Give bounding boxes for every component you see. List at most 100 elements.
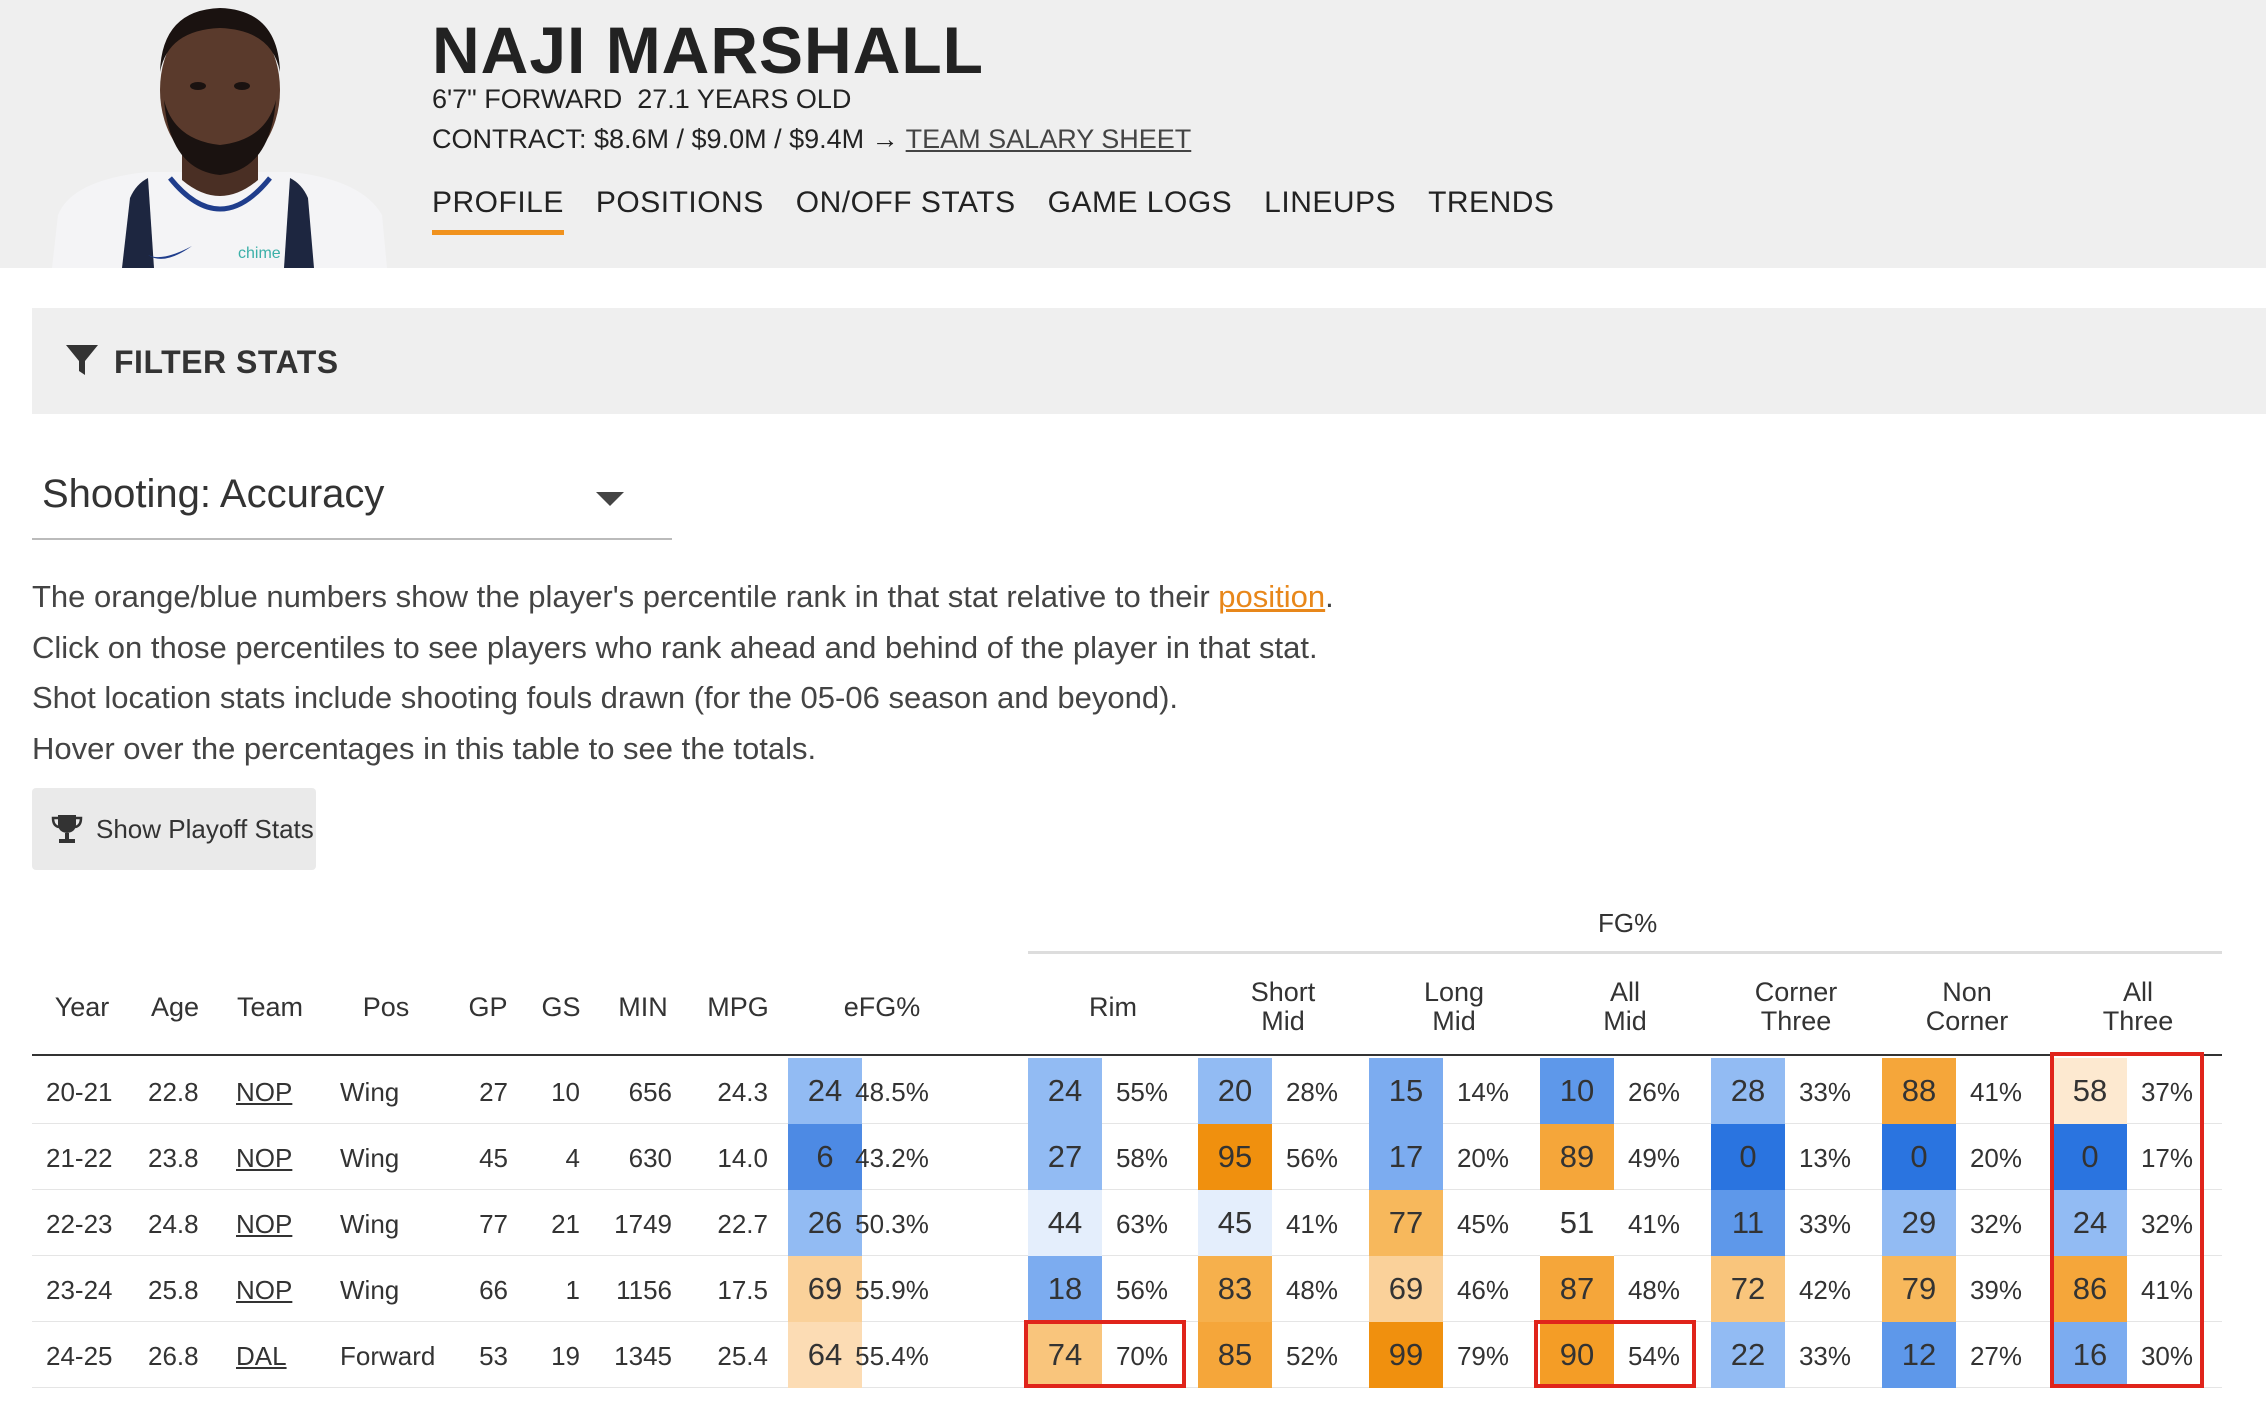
percentile-rim[interactable]: 74	[1028, 1322, 1102, 1388]
header-pos[interactable]: Pos	[362, 992, 410, 1022]
value-efg[interactable]: 43.2%	[855, 1143, 929, 1173]
value-all-three[interactable]: 41%	[2140, 1275, 2194, 1305]
percentile-all-three[interactable]: 58	[2053, 1058, 2127, 1124]
percentile-rim[interactable]: 18	[1028, 1256, 1102, 1322]
percentile-all-three[interactable]: 0	[2053, 1124, 2127, 1190]
value-non-corner[interactable]: 32%	[1969, 1209, 2023, 1239]
value-all-mid[interactable]: 54%	[1627, 1341, 1681, 1371]
percentile-efg[interactable]: 6	[788, 1124, 862, 1190]
tab-lineups[interactable]: LINEUPS	[1264, 186, 1397, 219]
header-min[interactable]: MIN	[618, 992, 668, 1022]
value-short-mid[interactable]: 28%	[1285, 1077, 1339, 1107]
value-rim[interactable]: 55%	[1115, 1077, 1169, 1107]
header-mpg[interactable]: MPG	[707, 992, 769, 1022]
value-all-three[interactable]: 30%	[2140, 1341, 2194, 1371]
percentile-non-corner[interactable]: 88	[1882, 1058, 1956, 1124]
tab-on-off-stats[interactable]: ON/OFF STATS	[795, 186, 1016, 219]
value-all-mid[interactable]: 41%	[1627, 1209, 1681, 1239]
percentile-long-mid[interactable]: 17	[1369, 1124, 1443, 1190]
header-short-mid[interactable]: Short Mid	[1198, 978, 1368, 1036]
header-team[interactable]: Team	[236, 992, 304, 1022]
percentile-all-three[interactable]: 16	[2053, 1322, 2127, 1388]
header-gs[interactable]: GS	[541, 992, 581, 1022]
percentile-all-three[interactable]: 24	[2053, 1190, 2127, 1256]
filter-stats-bar[interactable]: FILTER STATS	[32, 308, 2266, 414]
percentile-corner-three[interactable]: 28	[1711, 1058, 1785, 1124]
percentile-long-mid[interactable]: 69	[1369, 1256, 1443, 1322]
percentile-long-mid[interactable]: 77	[1369, 1190, 1443, 1256]
percentile-rim[interactable]: 44	[1028, 1190, 1102, 1256]
percentile-all-three[interactable]: 86	[2053, 1256, 2127, 1322]
percentile-all-mid[interactable]: 51	[1540, 1190, 1614, 1256]
percentile-corner-three[interactable]: 11	[1711, 1190, 1785, 1256]
percentile-short-mid[interactable]: 45	[1198, 1190, 1272, 1256]
header-age[interactable]: Age	[150, 992, 200, 1022]
percentile-non-corner[interactable]: 79	[1882, 1256, 1956, 1322]
value-long-mid[interactable]: 46%	[1456, 1275, 1510, 1305]
cell-team[interactable]: NOP	[236, 1275, 293, 1305]
tab-positions[interactable]: POSITIONS	[595, 186, 764, 219]
percentile-efg[interactable]: 24	[788, 1058, 862, 1124]
value-long-mid[interactable]: 20%	[1456, 1143, 1510, 1173]
value-corner-three[interactable]: 33%	[1798, 1077, 1852, 1107]
header-year[interactable]: Year	[54, 992, 110, 1022]
percentile-non-corner[interactable]: 0	[1882, 1124, 1956, 1190]
cell-team[interactable]: NOP	[236, 1143, 293, 1173]
percentile-non-corner[interactable]: 29	[1882, 1190, 1956, 1256]
percentile-short-mid[interactable]: 83	[1198, 1256, 1272, 1322]
value-rim[interactable]: 63%	[1115, 1209, 1169, 1239]
value-non-corner[interactable]: 41%	[1969, 1077, 2023, 1107]
tab-profile[interactable]: PROFILE	[432, 186, 564, 235]
percentile-all-mid[interactable]: 90	[1540, 1322, 1614, 1388]
tab-game-logs[interactable]: GAME LOGS	[1047, 186, 1233, 219]
value-efg[interactable]: 55.4%	[855, 1341, 929, 1371]
header-gp[interactable]: GP	[468, 992, 508, 1022]
percentile-corner-three[interactable]: 72	[1711, 1256, 1785, 1322]
value-all-mid[interactable]: 49%	[1627, 1143, 1681, 1173]
percentile-efg[interactable]: 26	[788, 1190, 862, 1256]
value-corner-three[interactable]: 33%	[1798, 1209, 1852, 1239]
team-salary-sheet-link[interactable]: TEAM SALARY SHEET	[905, 124, 1192, 154]
header-long-mid[interactable]: Long Mid	[1369, 978, 1539, 1036]
percentile-all-mid[interactable]: 10	[1540, 1058, 1614, 1124]
value-rim[interactable]: 70%	[1115, 1341, 1169, 1371]
percentile-long-mid[interactable]: 15	[1369, 1058, 1443, 1124]
percentile-all-mid[interactable]: 87	[1540, 1256, 1614, 1322]
cell-team[interactable]: NOP	[236, 1077, 293, 1107]
percentile-efg[interactable]: 64	[788, 1322, 862, 1388]
show-playoff-stats-button[interactable]: Show Playoff Stats	[32, 788, 316, 870]
header-rim[interactable]: Rim	[1089, 992, 1137, 1022]
value-corner-three[interactable]: 33%	[1798, 1341, 1852, 1371]
value-non-corner[interactable]: 39%	[1969, 1275, 2023, 1305]
stat-category-select[interactable]: Shooting: Accuracy	[32, 462, 672, 540]
value-all-three[interactable]: 17%	[2140, 1143, 2194, 1173]
value-short-mid[interactable]: 52%	[1285, 1341, 1339, 1371]
value-rim[interactable]: 58%	[1115, 1143, 1169, 1173]
percentile-all-mid[interactable]: 89	[1540, 1124, 1614, 1190]
value-long-mid[interactable]: 45%	[1456, 1209, 1510, 1239]
value-long-mid[interactable]: 14%	[1456, 1077, 1510, 1107]
header-efg[interactable]: eFG%	[843, 992, 921, 1022]
value-all-three[interactable]: 37%	[2140, 1077, 2194, 1107]
value-rim[interactable]: 56%	[1115, 1275, 1169, 1305]
value-long-mid[interactable]: 79%	[1456, 1341, 1510, 1371]
value-short-mid[interactable]: 41%	[1285, 1209, 1339, 1239]
value-corner-three[interactable]: 13%	[1798, 1143, 1852, 1173]
value-efg[interactable]: 50.3%	[855, 1209, 929, 1239]
value-short-mid[interactable]: 48%	[1285, 1275, 1339, 1305]
percentile-corner-three[interactable]: 22	[1711, 1322, 1785, 1388]
value-non-corner[interactable]: 20%	[1969, 1143, 2023, 1173]
value-all-three[interactable]: 32%	[2140, 1209, 2194, 1239]
percentile-long-mid[interactable]: 99	[1369, 1322, 1443, 1388]
percentile-short-mid[interactable]: 95	[1198, 1124, 1272, 1190]
tab-trends[interactable]: TRENDS	[1428, 186, 1555, 219]
value-efg[interactable]: 55.9%	[855, 1275, 929, 1305]
percentile-short-mid[interactable]: 20	[1198, 1058, 1272, 1124]
header-corner-three[interactable]: Corner Three	[1711, 978, 1881, 1036]
percentile-efg[interactable]: 69	[788, 1256, 862, 1322]
header-non-corner[interactable]: Non Corner	[1882, 978, 2052, 1036]
value-all-mid[interactable]: 26%	[1627, 1077, 1681, 1107]
value-efg[interactable]: 48.5%	[855, 1077, 929, 1107]
percentile-rim[interactable]: 27	[1028, 1124, 1102, 1190]
percentile-short-mid[interactable]: 85	[1198, 1322, 1272, 1388]
